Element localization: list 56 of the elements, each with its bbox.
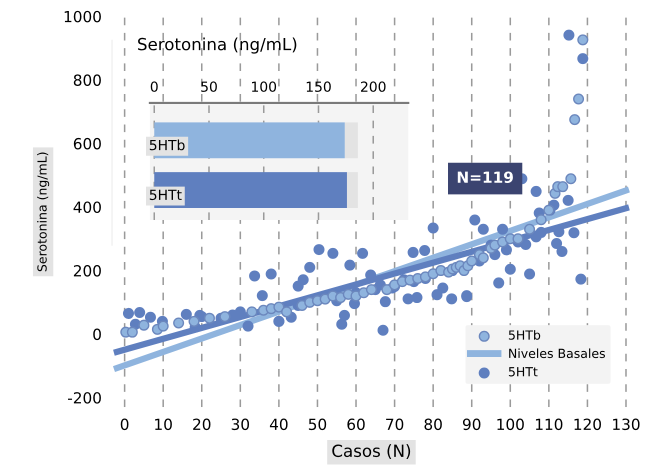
x-tick-label: 130: [613, 418, 640, 430]
y-tick-label: 0: [93, 328, 101, 340]
legend-label: 5HTb: [508, 330, 540, 340]
y-tick-label: 400: [74, 201, 101, 214]
point: [466, 256, 478, 267]
point: [219, 311, 230, 322]
x-tick-label: 50: [308, 418, 326, 430]
point: [569, 114, 580, 126]
y-axis-title: Serotonina (ng/mL): [37, 152, 50, 272]
point: [188, 316, 200, 327]
point: [246, 306, 258, 318]
point: [281, 306, 292, 318]
point: [138, 320, 150, 331]
annotation: N=119: [458, 171, 513, 183]
bar: [344, 122, 358, 158]
x-tick-label: 30: [232, 418, 250, 430]
point: [366, 284, 377, 296]
x-tick-label: 110: [536, 418, 562, 430]
x-tick-label: 0: [120, 418, 128, 430]
point: [204, 312, 215, 324]
bar: [346, 172, 358, 208]
x-tick-label: 200: [360, 81, 386, 92]
point: [478, 252, 489, 264]
legend-label: Niveles Basales: [509, 348, 605, 358]
chart-title: Serotonina (ng/mL): [138, 38, 296, 54]
x-tick-label: 90: [462, 418, 480, 430]
x-tick-label: 100: [252, 81, 276, 92]
point: [512, 233, 524, 244]
x-tick-label: 40: [270, 418, 288, 430]
y-tick-label: 200: [74, 265, 101, 277]
point: [158, 320, 169, 332]
x-tick-label: 100: [497, 418, 524, 430]
point: [557, 181, 568, 192]
y-tick-label: 600: [74, 138, 101, 150]
y-tick-label: 1000: [64, 10, 101, 22]
point: [173, 317, 184, 328]
point: [273, 302, 284, 313]
point: [573, 93, 584, 104]
x-tick-label: 60: [347, 418, 365, 430]
point: [577, 34, 588, 46]
y-tick-label: 800: [74, 74, 101, 86]
x-tick-label: 20: [193, 418, 210, 430]
x-tick-label: 120: [574, 418, 601, 430]
x-tick-label: 150: [306, 81, 331, 92]
x-axis-title: Casos (N): [332, 444, 410, 460]
y-tick-label: -200: [68, 392, 101, 404]
point: [381, 284, 392, 296]
x-tick-label: 70: [386, 418, 404, 430]
x-tick-label: 80: [424, 418, 442, 430]
x-tick-label: 10: [155, 418, 172, 430]
legend-label: 5HTt: [508, 367, 538, 376]
point: [524, 224, 536, 235]
point: [126, 326, 138, 338]
point: [536, 214, 547, 226]
x-tick-label: 50: [201, 81, 217, 92]
point: [565, 173, 576, 184]
